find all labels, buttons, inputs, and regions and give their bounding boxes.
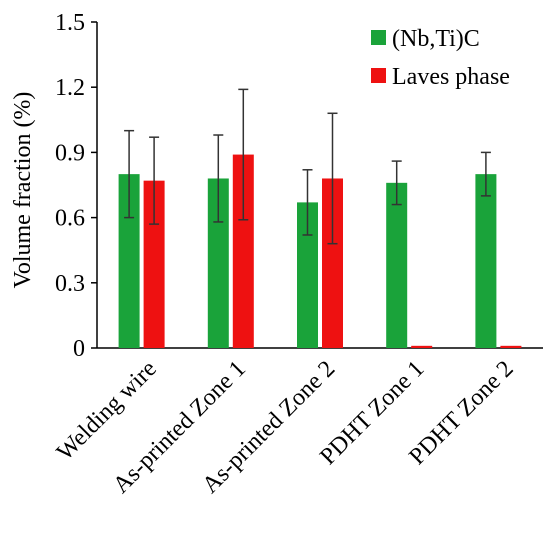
y-tick-label: 1.5 [55,10,85,36]
error-bar-laves-0 [149,136,160,225]
axes [91,21,543,349]
bar-nbtic-1 [207,178,229,348]
y-tick-label: 0.3 [55,271,85,297]
legend-label-laves: Laves phase [392,64,510,90]
legend: (Nb,Ti)C Laves phase [371,26,510,90]
y-axis-title: Volume fraction (%) [10,92,36,289]
legend-swatch-nbtic [371,30,386,45]
error-bars [124,88,491,245]
bar-nbtic-4 [475,174,497,348]
bar-nbtic-2 [297,202,318,348]
legend-label-nbtic: (Nb,Ti)C [392,26,480,52]
error-bar-nbtic-3 [391,160,402,206]
error-bar-nbtic-0 [124,129,135,219]
bar-laves-3 [411,345,433,348]
bar-laves-1 [232,154,254,348]
error-bar-laves-2 [327,112,338,245]
error-bar-nbtic-4 [480,151,491,197]
legend-swatch-laves [371,68,386,83]
bar-nbtic-0 [118,174,140,348]
y-tick-labels: 0 0.3 0.6 0.9 1.2 1.5 [55,10,85,362]
error-bar-nbtic-2 [302,169,313,236]
bar-nbtic-3 [386,182,408,348]
bar-laves-2 [322,178,343,348]
y-tick-label: 1.2 [55,75,85,101]
error-bar-nbtic-1 [213,134,224,223]
bar-laves-0 [143,180,165,348]
error-bar-laves-1 [238,88,249,221]
y-tick-label: 0.9 [55,140,85,166]
y-tick-label: 0 [73,336,85,362]
y-tick-label: 0.6 [55,206,85,232]
bars [118,154,522,348]
bar-laves-4 [500,345,522,348]
